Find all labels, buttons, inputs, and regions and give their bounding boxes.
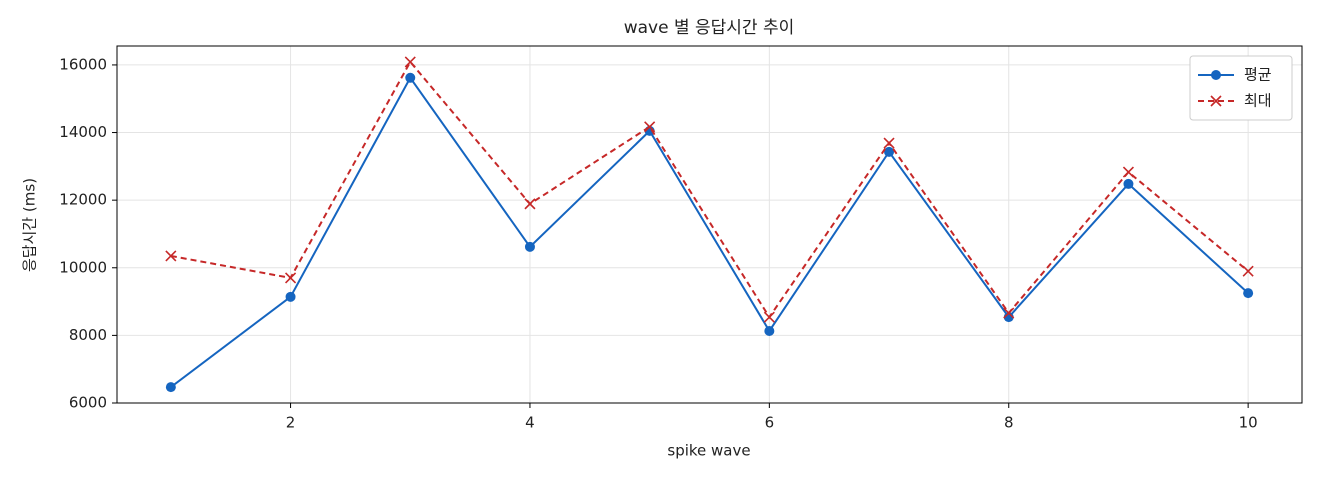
marker xyxy=(763,311,775,323)
marker xyxy=(1003,307,1015,319)
marker xyxy=(764,325,775,336)
x-tick-label: 2 xyxy=(286,414,296,432)
x-tick-label: 4 xyxy=(525,414,535,432)
marker xyxy=(524,241,535,252)
x-tick-label: 6 xyxy=(765,414,775,432)
marker xyxy=(883,137,895,149)
y-tick-label: 10000 xyxy=(59,258,107,276)
marker xyxy=(165,382,176,393)
plot-frame xyxy=(116,45,1303,404)
marker xyxy=(1210,95,1222,107)
chart-title: wave 별 응답시간 추이 xyxy=(624,18,795,38)
marker xyxy=(405,72,416,83)
legend-label: 평균 xyxy=(1244,66,1272,84)
legend-label: 최대 xyxy=(1244,92,1272,110)
y-tick-label: 8000 xyxy=(69,326,107,344)
y-tick-label: 14000 xyxy=(59,123,107,141)
marker xyxy=(884,146,895,157)
marker xyxy=(285,291,296,302)
y-axis-label: 응답시간 (ms) xyxy=(21,178,39,272)
marker xyxy=(1243,288,1254,299)
series-line xyxy=(170,60,1249,319)
marker xyxy=(1122,166,1135,178)
marker xyxy=(524,198,536,210)
marker xyxy=(1211,70,1221,80)
marker xyxy=(644,121,656,133)
series-line xyxy=(170,75,1249,388)
marker xyxy=(1242,265,1254,277)
marker xyxy=(404,56,416,68)
marker xyxy=(1123,178,1134,189)
x-tick-label: 10 xyxy=(1239,414,1258,432)
y-tick-label: 16000 xyxy=(59,55,107,73)
y-tick-label: 6000 xyxy=(69,394,107,412)
x-tick-label: 8 xyxy=(1004,414,1014,432)
marker xyxy=(165,250,177,262)
x-axis-label: spike wave xyxy=(667,442,750,460)
y-tick-label: 12000 xyxy=(59,191,107,209)
marker xyxy=(284,272,297,284)
legend-box xyxy=(1189,55,1293,121)
